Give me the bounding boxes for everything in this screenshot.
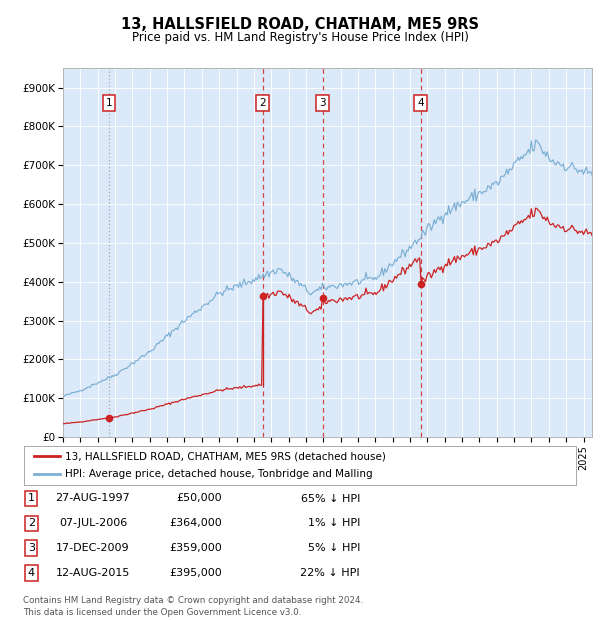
Text: 65% ↓ HPI: 65% ↓ HPI: [301, 494, 360, 503]
Text: £50,000: £50,000: [176, 494, 222, 503]
Text: 1% ↓ HPI: 1% ↓ HPI: [308, 518, 360, 528]
Text: 4: 4: [417, 98, 424, 108]
Text: 07-JUL-2006: 07-JUL-2006: [59, 518, 127, 528]
Text: 1: 1: [28, 494, 35, 503]
Text: HPI: Average price, detached house, Tonbridge and Malling: HPI: Average price, detached house, Tonb…: [65, 469, 373, 479]
Text: Contains HM Land Registry data © Crown copyright and database right 2024.
This d: Contains HM Land Registry data © Crown c…: [23, 596, 363, 617]
Text: 2: 2: [28, 518, 35, 528]
Text: 5% ↓ HPI: 5% ↓ HPI: [308, 543, 360, 553]
Text: 3: 3: [28, 543, 35, 553]
Text: £364,000: £364,000: [169, 518, 222, 528]
Text: £359,000: £359,000: [169, 543, 222, 553]
Text: 13, HALLSFIELD ROAD, CHATHAM, ME5 9RS (detached house): 13, HALLSFIELD ROAD, CHATHAM, ME5 9RS (d…: [65, 451, 386, 461]
Text: 4: 4: [28, 568, 35, 578]
Text: 22% ↓ HPI: 22% ↓ HPI: [301, 568, 360, 578]
Text: 27-AUG-1997: 27-AUG-1997: [56, 494, 130, 503]
Text: Price paid vs. HM Land Registry's House Price Index (HPI): Price paid vs. HM Land Registry's House …: [131, 31, 469, 44]
Text: 2: 2: [259, 98, 266, 108]
Text: 3: 3: [319, 98, 326, 108]
Text: £395,000: £395,000: [169, 568, 222, 578]
Text: 13, HALLSFIELD ROAD, CHATHAM, ME5 9RS: 13, HALLSFIELD ROAD, CHATHAM, ME5 9RS: [121, 17, 479, 32]
Text: 1: 1: [106, 98, 112, 108]
Text: 17-DEC-2009: 17-DEC-2009: [56, 543, 130, 553]
Text: 12-AUG-2015: 12-AUG-2015: [56, 568, 130, 578]
